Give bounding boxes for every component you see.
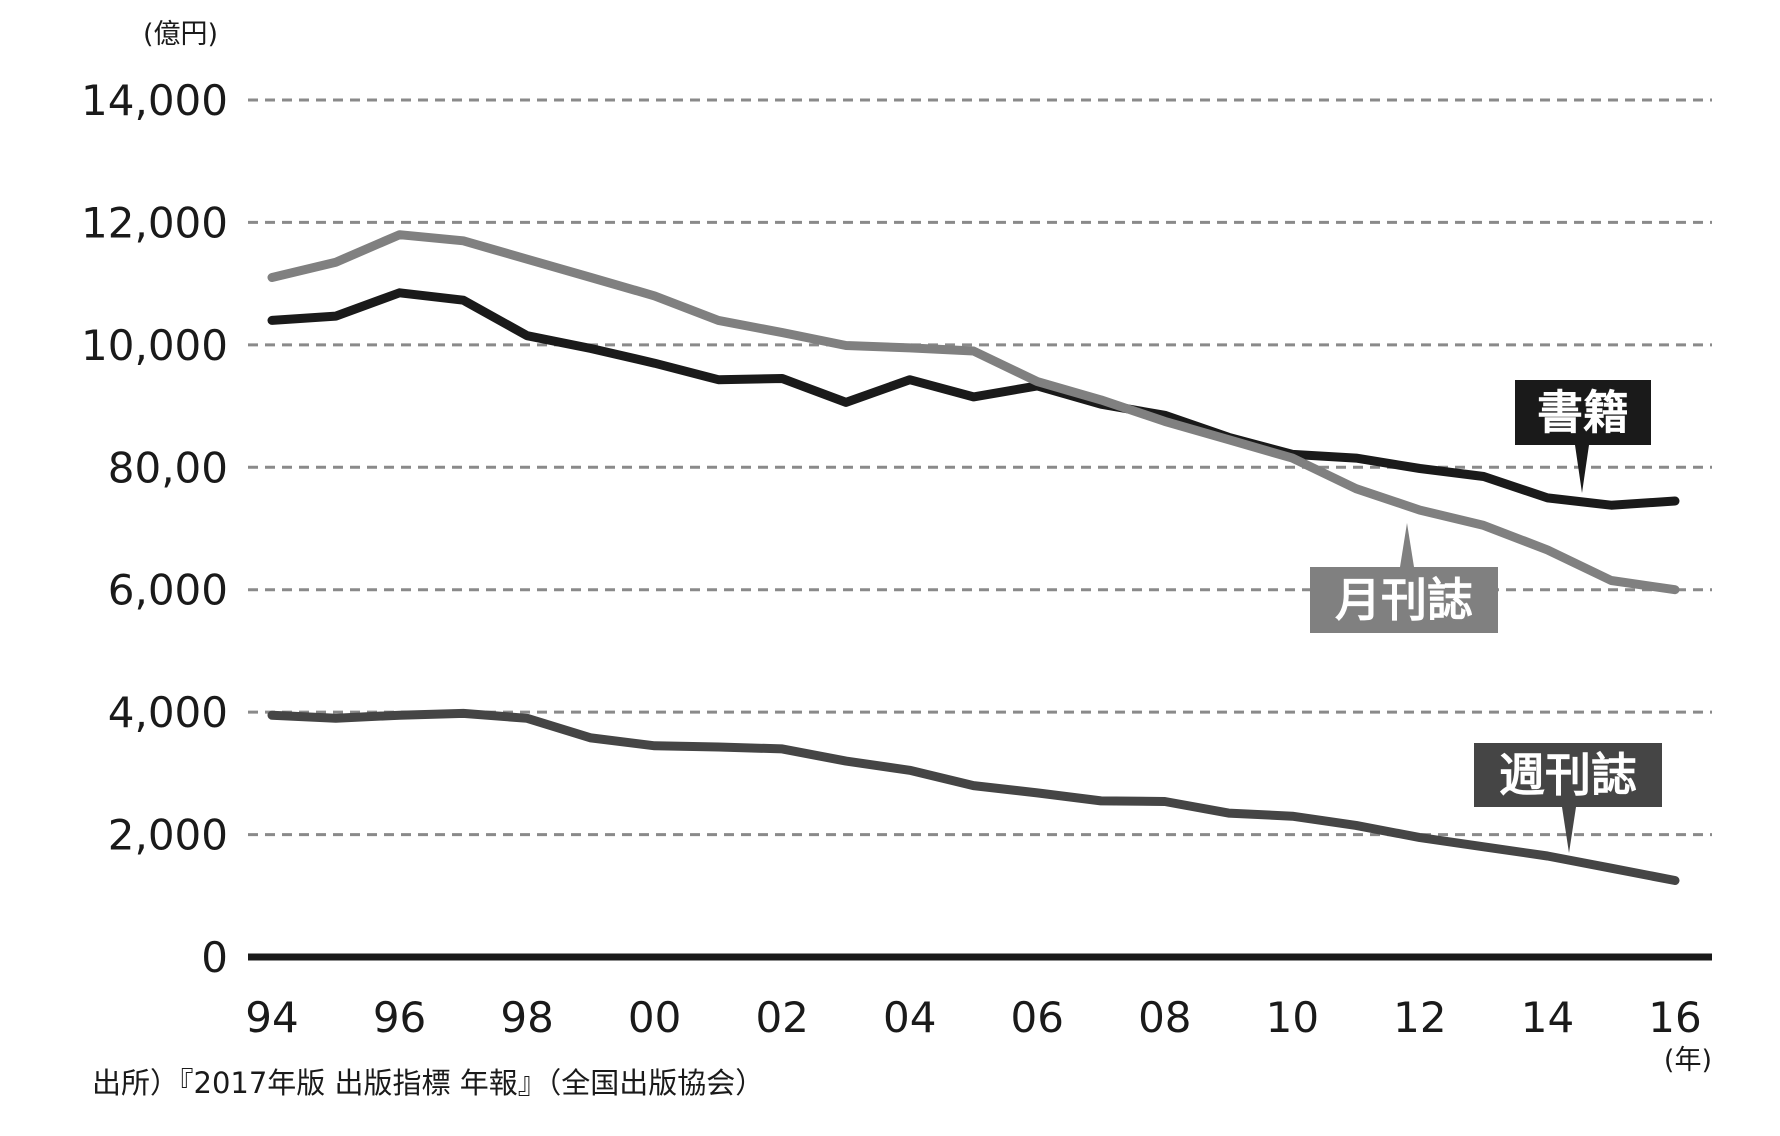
x-tick-label: 04 [883, 993, 936, 1042]
x-axis: 94 96 98 00 02 04 06 08 10 12 14 16 [245, 993, 1701, 1042]
y-tick-label: 12,000 [81, 198, 228, 247]
y-tick-label: 6,000 [108, 566, 228, 615]
label-pointer [1562, 807, 1576, 853]
y-tick-label: 80,00 [108, 443, 228, 492]
series-line [267, 288, 1680, 510]
x-tick-label: 08 [1138, 993, 1191, 1042]
y-tick-label: 14,000 [81, 76, 228, 125]
x-tick-label: 96 [373, 993, 426, 1042]
y-axis-unit: (億円) [143, 19, 218, 50]
x-tick-label: 14 [1521, 993, 1574, 1042]
x-tick-label: 10 [1266, 993, 1319, 1042]
x-tick-label: 02 [755, 993, 808, 1042]
series-line [267, 230, 1680, 595]
series-label: 書籍 [1515, 380, 1651, 493]
series-label: 月刊誌 [1310, 523, 1498, 633]
series-label: 週刊誌 [1474, 743, 1662, 853]
x-tick-label: 12 [1393, 993, 1446, 1042]
label-text: 月刊誌 [1335, 573, 1473, 627]
label-box [1310, 567, 1498, 633]
y-tick-label: 0 [201, 933, 228, 982]
y-tick-label: 4,000 [108, 688, 228, 737]
x-axis-unit: (年) [1664, 1045, 1712, 1076]
x-tick-label: 94 [245, 993, 298, 1042]
series-line [267, 708, 1680, 885]
series-lines [267, 230, 1680, 885]
y-tick-label: 2,000 [108, 811, 228, 860]
y-axis: 0 2,000 4,000 6,000 80,00 10,000 12,000 14,000 [81, 76, 228, 982]
label-text: 週刊誌 [1499, 748, 1637, 802]
label-pointer [1400, 523, 1414, 567]
label-box [1515, 380, 1651, 445]
grid-lines [248, 98, 1712, 961]
y-tick-label: 10,000 [81, 321, 228, 370]
x-tick-label: 16 [1648, 993, 1701, 1042]
label-text: 書籍 [1537, 386, 1629, 440]
x-tick-label: 00 [628, 993, 681, 1042]
x-tick-label: 06 [1011, 993, 1064, 1042]
label-pointer [1575, 445, 1589, 493]
x-tick-label: 98 [500, 993, 553, 1042]
source-note: 出所）『2017年版 出版指標 年報』（全国出版協会） [92, 1066, 764, 1100]
label-box [1474, 743, 1662, 807]
